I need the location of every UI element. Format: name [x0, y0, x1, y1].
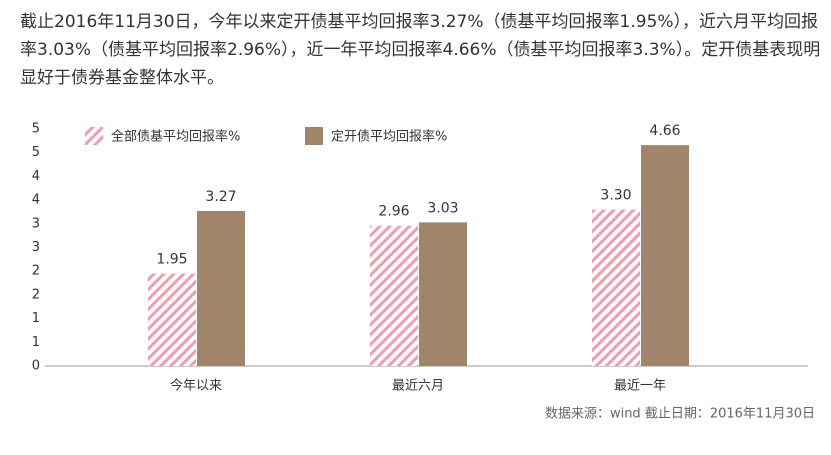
bar: [592, 209, 640, 366]
y-tick-label: 2: [32, 264, 40, 279]
y-tick-label: 3: [32, 216, 40, 231]
y-tick-label: 4: [32, 193, 40, 208]
bar: [419, 222, 467, 366]
bar: [370, 225, 418, 366]
y-tick-label: 0: [32, 359, 40, 374]
x-tick-label: 最近一年: [614, 379, 666, 394]
x-tick-label: 今年以来: [170, 378, 222, 394]
x-tick-label: 最近六月: [392, 379, 444, 394]
data-label: 1.95: [156, 252, 187, 268]
data-label: 3.03: [427, 200, 458, 216]
y-tick-label: 4: [32, 169, 40, 184]
data-label: 3.30: [600, 188, 631, 204]
y-tick-label: 5: [32, 122, 40, 137]
data-label: 2.96: [378, 204, 409, 220]
legend-swatch: [305, 127, 323, 145]
y-tick-label: 3: [32, 240, 40, 255]
legend-label: 全部债基平均回报率%: [111, 129, 240, 145]
y-tick-label: 2: [32, 287, 40, 302]
bar: [641, 145, 689, 366]
bar: [197, 211, 245, 366]
legend-swatch: [85, 127, 103, 145]
data-label: 4.66: [649, 123, 680, 139]
intro-text: 截止2016年11月30日，今年以来定开债基平均回报率3.27%（债基平均回报率…: [20, 12, 821, 88]
y-tick-label: 1: [32, 311, 40, 326]
data-label: 3.27: [205, 189, 236, 205]
source-note: 数据来源：wind 截止日期：2016年11月30日: [545, 407, 815, 422]
legend-label: 定开债平均回报率%: [331, 129, 447, 145]
bar: [148, 273, 196, 366]
y-tick-label: 5: [32, 145, 40, 160]
y-tick-label: 1: [32, 335, 40, 350]
